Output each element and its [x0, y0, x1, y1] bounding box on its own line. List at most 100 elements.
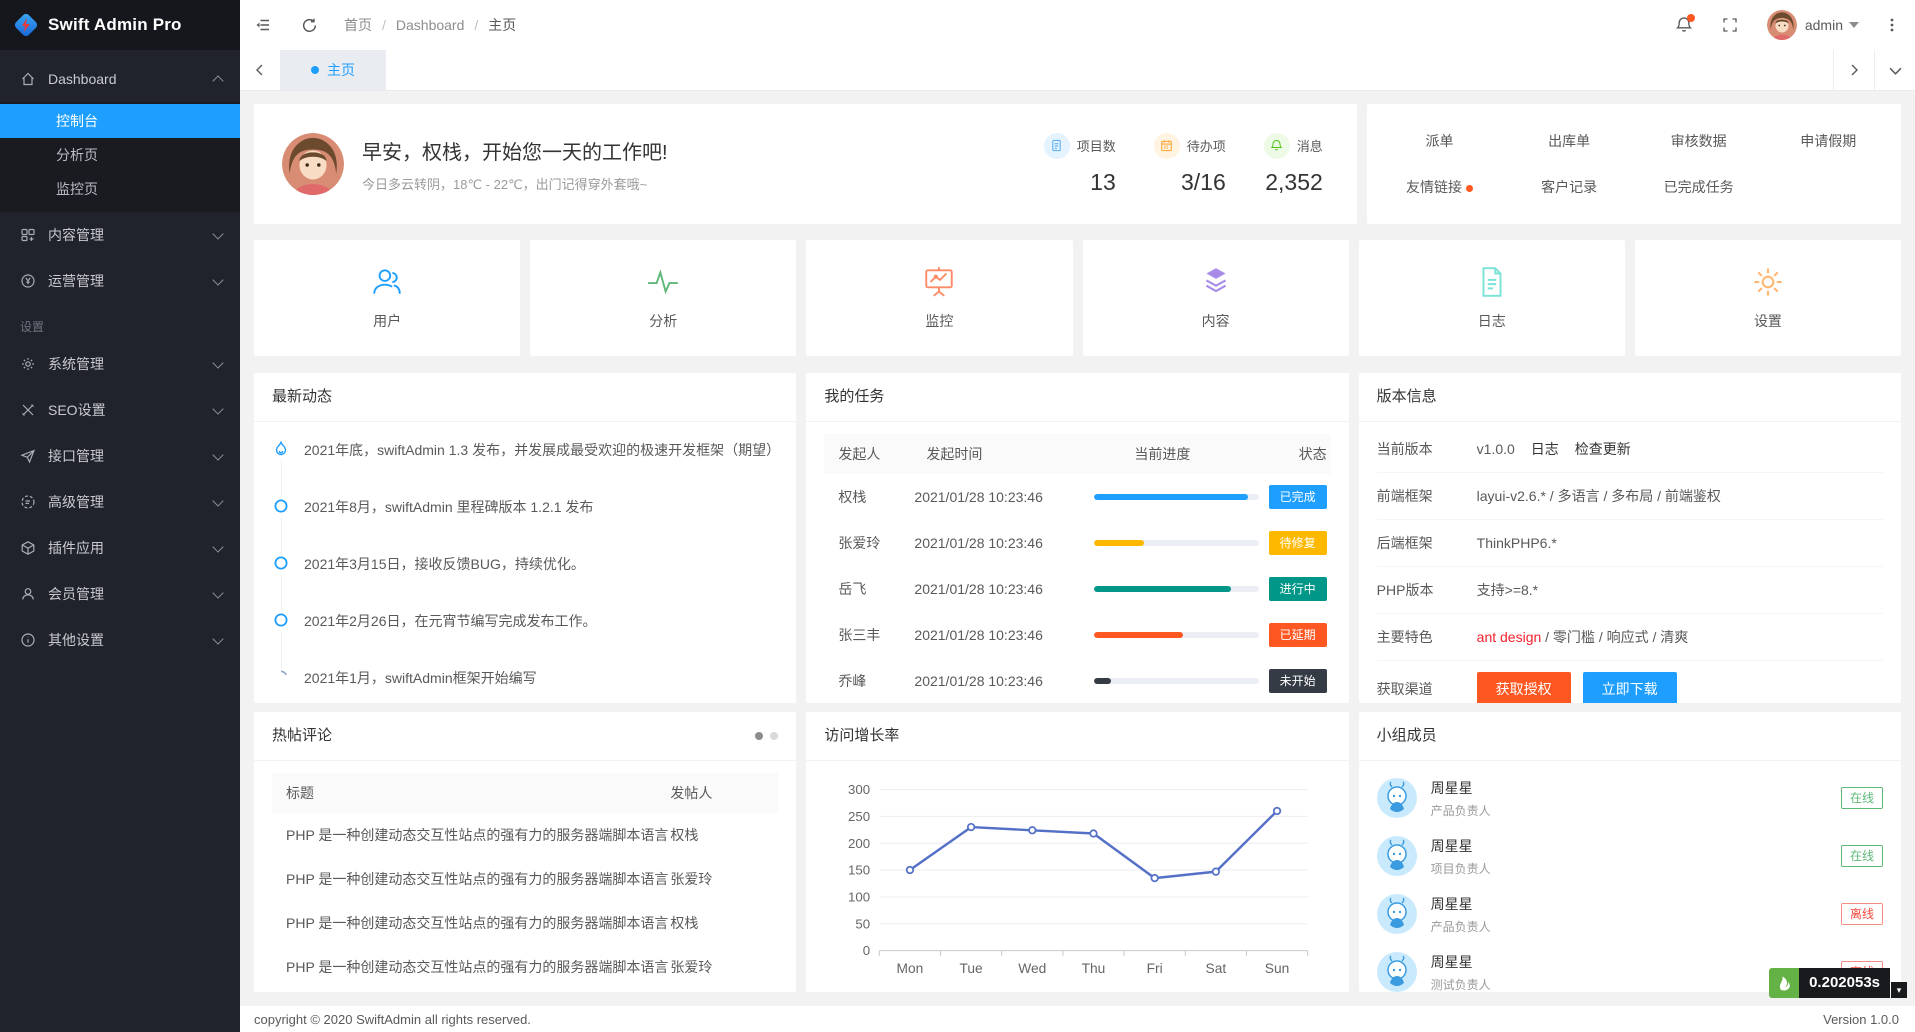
sidebar-item-console[interactable]: 控制台: [0, 104, 240, 138]
quicklink-leave[interactable]: 申请假期: [1763, 131, 1893, 151]
changelog-link[interactable]: 日志: [1531, 439, 1559, 459]
col-header: 标题: [272, 783, 670, 803]
tasks-table: 发起人 发起时间 当前进度 状态 权栈 2021/01/28 10:23:46 …: [806, 422, 1348, 703]
notifications-button[interactable]: [1661, 0, 1707, 50]
quicklink-customers[interactable]: 客户记录: [1504, 177, 1634, 197]
gear-icon: [20, 356, 36, 372]
stat-value: 2,352: [1264, 169, 1323, 196]
yuan-circle-icon: [20, 273, 36, 289]
shortcut-monitor[interactable]: 监控: [806, 240, 1072, 356]
shortcut-analysis[interactable]: 分析: [530, 240, 796, 356]
post-author: 张爱玲: [670, 869, 778, 889]
post-title[interactable]: PHP 是一种创建动态交互性站点的强有力的服务器端脚本语言: [272, 957, 670, 977]
welcome-card: 早安，权栈，开始您一天的工作吧! 今日多云转阴，18℃ - 22℃，出门记得穿外…: [254, 104, 1357, 224]
more-button[interactable]: [1869, 0, 1915, 50]
tools-icon: [20, 402, 36, 418]
carousel-dot[interactable]: [755, 732, 763, 740]
quicklink-audit[interactable]: 审核数据: [1634, 131, 1764, 151]
weather-text: 今日多云转阴，18℃ - 22℃，出门记得穿外套哦~: [362, 174, 1044, 193]
quicklink-done-tasks[interactable]: 已完成任务: [1634, 177, 1764, 197]
document-icon: [1475, 265, 1509, 299]
sidebar-item-content[interactable]: 内容管理: [0, 212, 240, 258]
row-value: / 零门槛 / 响应式 / 清爽: [1541, 627, 1688, 647]
username[interactable]: admin: [1805, 17, 1843, 33]
task-progress: [1094, 540, 1259, 546]
task-owner: 张三丰: [824, 625, 914, 645]
shortcut-content[interactable]: 内容: [1083, 240, 1349, 356]
timeline-text: 2021年1月，swiftAdmin框架开始编写: [304, 668, 537, 688]
breadcrumb-dashboard[interactable]: Dashboard: [396, 17, 465, 33]
card-title: 小组成员: [1377, 712, 1437, 760]
presentation-chart-icon: [922, 265, 956, 299]
carousel-dot[interactable]: [770, 732, 778, 740]
sidebar-item-label: 内容管理: [48, 225, 214, 245]
version-row-current: 当前版本 v1.0.0 日志 检查更新: [1377, 426, 1883, 473]
user-icon: [370, 265, 404, 299]
post-title[interactable]: PHP 是一种创建动态交互性站点的强有力的服务器端脚本语言: [272, 869, 670, 889]
quicklink-friend-links[interactable]: 友情链接: [1375, 177, 1505, 197]
sidebar-item-analysis[interactable]: 分析页: [0, 138, 240, 172]
sidebar-item-api[interactable]: 接口管理: [0, 433, 240, 479]
member-row: 周星星项目负责人 在线: [1377, 827, 1883, 885]
debug-caret-icon[interactable]: ▾: [1891, 982, 1907, 998]
document-icon: [1044, 133, 1070, 159]
download-button[interactable]: 立即下载: [1583, 672, 1677, 703]
check-update-link[interactable]: 检查更新: [1575, 439, 1631, 459]
svg-text:Fri: Fri: [1147, 961, 1163, 976]
sidebar-section-label: 设置: [0, 304, 240, 341]
sidebar-item-other[interactable]: 其他设置: [0, 617, 240, 663]
shortcut-users[interactable]: 用户: [254, 240, 520, 356]
stat-messages: 消息 2,352: [1264, 133, 1323, 196]
post-title[interactable]: PHP 是一种创建动态交互性站点的强有力的服务器端脚本语言: [272, 825, 670, 845]
shortcut-logs[interactable]: 日志: [1359, 240, 1625, 356]
paper-plane-icon: [20, 448, 36, 464]
tab-home[interactable]: 主页: [280, 50, 386, 90]
user-avatar[interactable]: [1767, 10, 1797, 40]
version-row-channel: 获取渠道 获取授权 立即下载: [1377, 661, 1883, 703]
card-title: 版本信息: [1377, 373, 1437, 421]
user-menu-caret-icon[interactable]: [1849, 22, 1859, 28]
timeline-item: 2021年1月，swiftAdmin框架开始编写: [272, 666, 778, 703]
refresh-button[interactable]: [286, 0, 332, 50]
sidebar-item-advanced[interactable]: 高级管理: [0, 479, 240, 525]
chevron-down-icon: [212, 495, 223, 506]
task-owner: 权栈: [824, 487, 914, 507]
shortcut-label: 用户: [373, 311, 401, 331]
sidebar-item-system[interactable]: 系统管理: [0, 341, 240, 387]
card-title: 我的任务: [824, 373, 884, 421]
card-title: 热帖评论: [272, 712, 332, 760]
member-avatar: [1377, 894, 1417, 934]
sidebar-item-monitor[interactable]: 监控页: [0, 172, 240, 206]
tabs-scroll-right-button[interactable]: [1833, 50, 1874, 90]
sidebar-item-operation[interactable]: 运营管理: [0, 258, 240, 304]
quick-links-card: 派单 出库单 审核数据 申请假期 友情链接 客户记录 已完成任务: [1367, 104, 1901, 224]
stat-projects: 项目数 13: [1044, 133, 1116, 196]
sidebar-item-dashboard[interactable]: Dashboard: [0, 56, 240, 102]
shortcut-settings[interactable]: 设置: [1635, 240, 1901, 356]
tabs-menu-button[interactable]: [1874, 50, 1915, 90]
timeline-text: 2021年2月26日，在元宵节编写完成发布工作。: [304, 611, 597, 631]
quicklink-dispatch[interactable]: 派单: [1375, 131, 1505, 151]
get-license-button[interactable]: 获取授权: [1477, 672, 1571, 703]
member-role: 项目负责人: [1431, 860, 1827, 877]
tab-label: 主页: [327, 60, 355, 80]
debug-trace-badge[interactable]: 0.202053s ▾: [1769, 968, 1907, 998]
table-row: 岳飞 2021/01/28 10:23:46 进行中: [824, 566, 1330, 612]
stats-group: 项目数 13 待办项 3/16: [1044, 133, 1323, 196]
tabs-scroll-left-button[interactable]: [240, 50, 280, 90]
sidebar-item-seo[interactable]: SEO设置: [0, 387, 240, 433]
svg-text:Wed: Wed: [1019, 961, 1047, 976]
sidebar-item-members[interactable]: 会员管理: [0, 571, 240, 617]
sidebar-item-plugins[interactable]: 插件应用: [0, 525, 240, 571]
post-title[interactable]: PHP 是一种创建动态交互性站点的强有力的服务器端脚本语言: [272, 913, 670, 933]
top-header: 首页 / Dashboard / 主页 admin: [240, 0, 1915, 51]
svg-text:200: 200: [848, 836, 870, 851]
hot-comments-card: 热帖评论 标题 发帖人 PHP 是一种创建动态交互性站点的强有力的服务器端脚本语…: [254, 712, 796, 992]
app-logo[interactable]: Swift Admin Pro: [0, 0, 240, 50]
quicklink-outbound[interactable]: 出库单: [1504, 131, 1634, 151]
collapse-sidebar-button[interactable]: [240, 0, 286, 50]
layers-icon: [1199, 265, 1233, 299]
row-label: 获取渠道: [1377, 679, 1477, 699]
fullscreen-button[interactable]: [1707, 0, 1753, 50]
breadcrumb-home[interactable]: 首页: [344, 15, 372, 35]
